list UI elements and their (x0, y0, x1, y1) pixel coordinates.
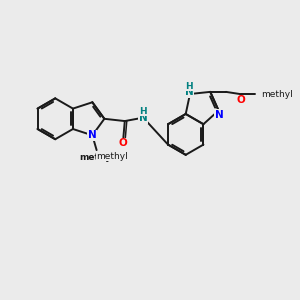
Text: H: H (186, 82, 193, 91)
Text: O: O (118, 139, 126, 149)
Text: N: N (215, 110, 224, 120)
Text: methyl: methyl (262, 90, 293, 99)
Text: H: H (186, 82, 193, 91)
Text: N: N (185, 87, 194, 97)
Text: O: O (236, 95, 245, 105)
Text: methyl: methyl (84, 153, 116, 162)
Text: N: N (139, 113, 148, 123)
Text: H: H (140, 107, 147, 116)
Text: N: N (215, 110, 224, 120)
Text: methyl: methyl (96, 158, 100, 159)
Text: methyl: methyl (79, 153, 114, 162)
Text: N: N (139, 113, 148, 123)
Text: methyl: methyl (97, 152, 128, 161)
Text: O: O (237, 95, 246, 105)
Text: N: N (88, 130, 97, 140)
Text: N: N (88, 130, 97, 140)
Text: H: H (140, 107, 147, 116)
Text: O: O (119, 138, 128, 148)
Text: methyl: methyl (94, 158, 99, 159)
Text: methyl: methyl (262, 94, 267, 95)
Text: N: N (185, 87, 194, 97)
